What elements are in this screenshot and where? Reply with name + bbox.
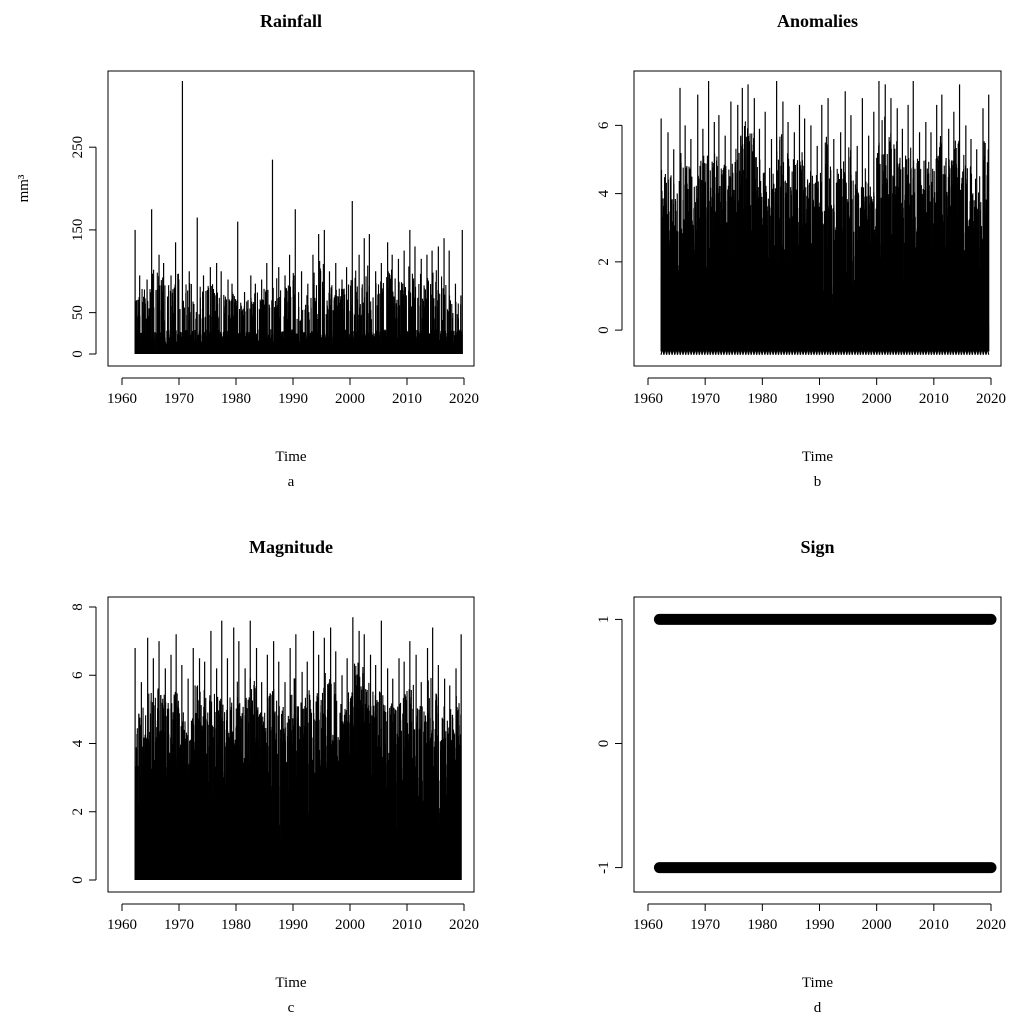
panel-sublabel: a (288, 474, 295, 490)
x-tick-label: 2010 (392, 391, 422, 407)
x-tick-label: 2010 (919, 391, 949, 407)
panel-title: Magnitude (249, 537, 333, 557)
x-axis-label: Time (802, 449, 833, 465)
y-axis: 0 50 150 250 (70, 136, 97, 358)
y-tick-label: 2 (596, 258, 612, 266)
panel-title: Rainfall (260, 11, 322, 31)
x-tick-label: 1980 (747, 391, 777, 407)
series-dense (134, 662, 462, 880)
y-axis: 0 2 4 6 (596, 121, 623, 334)
series-band (661, 309, 989, 352)
x-tick-label: 1960 (633, 391, 663, 407)
panel-b: Anomalies 1960 1970 1980 1990 2000 2010 2020 0 2 4… (596, 11, 1006, 490)
y-axis-label: mm³ (16, 174, 32, 202)
y-tick-label: 4 (596, 189, 612, 197)
x-tick-label: 2000 (335, 391, 365, 407)
x-tick-label: 1990 (278, 391, 308, 407)
x-tick-label: 1960 (107, 391, 137, 407)
panel-title: Anomalies (777, 11, 858, 31)
x-axis: 1960 1970 1980 1990 2000 2010 2020 (107, 377, 479, 407)
x-tick-label: 1990 (805, 391, 835, 407)
y-tick-label: 150 (70, 219, 86, 242)
plot-frame (633, 70, 1002, 367)
x-tick-label: 2020 (449, 391, 479, 407)
x-tick-label: 2000 (862, 391, 892, 407)
y-tick-label: 0 (596, 326, 612, 334)
y-tick-label: 6 (596, 121, 612, 129)
series-band (135, 347, 463, 354)
y-tick-label: 50 (70, 305, 86, 320)
y-tick-label: 250 (70, 136, 86, 159)
x-tick-label: 2020 (976, 391, 1006, 407)
series-dense (134, 260, 463, 354)
plot-frame (107, 70, 475, 367)
negative-fringe (660, 347, 990, 355)
x-axis-label: Time (275, 449, 306, 465)
x-tick-label: 1970 (690, 391, 720, 407)
y-tick-label: 0 (70, 350, 86, 358)
panel-a: Rainfall 1960 1970 1980 1990 2000 2010 2020 0 50 1… (16, 11, 479, 490)
x-tick-label: 1970 (164, 391, 194, 407)
x-axis: 1960 1970 1980 1990 2000 2010 2020 (633, 377, 1006, 407)
panel-sublabel: b (814, 474, 822, 490)
x-tick-label: 1980 (221, 391, 251, 407)
